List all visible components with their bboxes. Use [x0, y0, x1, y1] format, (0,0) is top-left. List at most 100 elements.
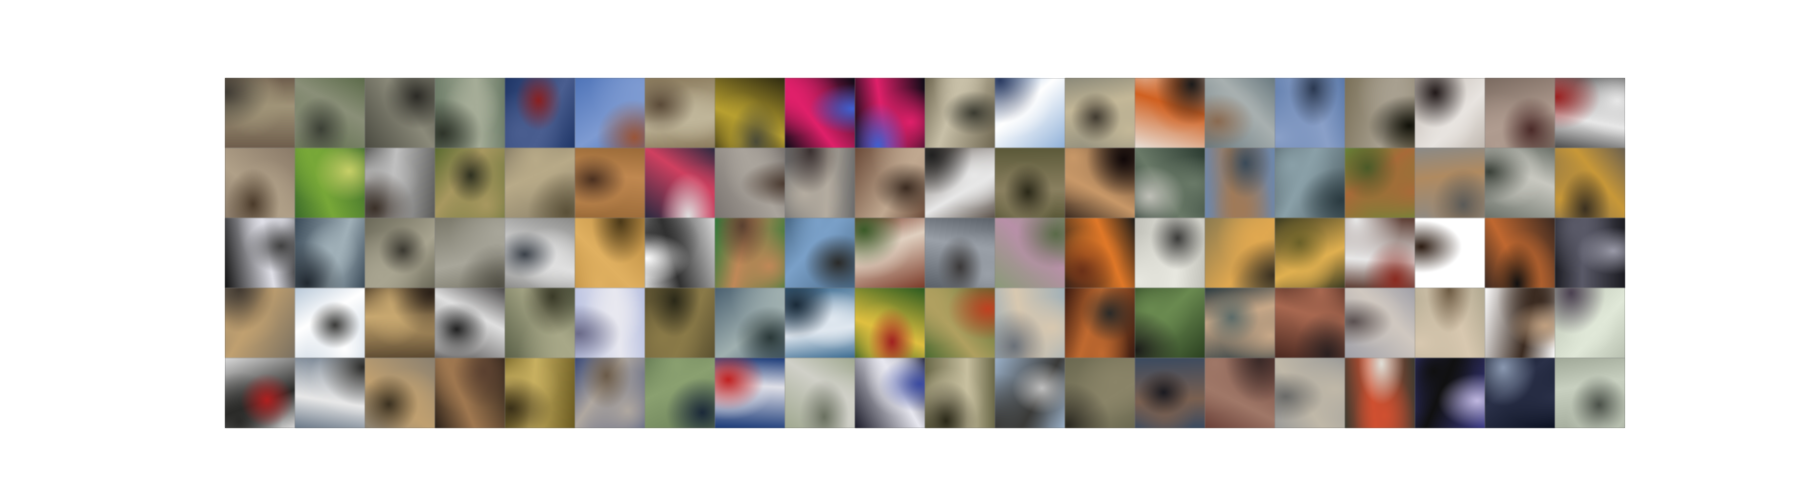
sample-image-tile — [295, 218, 365, 288]
sample-image-tile — [925, 358, 995, 428]
sample-image-tile — [1415, 218, 1485, 288]
image-sample-grid — [225, 78, 1625, 428]
sample-image-tile — [645, 218, 715, 288]
sample-image-tile — [785, 78, 855, 148]
sample-image-tile — [1275, 288, 1345, 358]
sample-image-tile — [1135, 358, 1205, 428]
sample-image-tile — [1345, 288, 1415, 358]
sample-image-tile — [1485, 78, 1555, 148]
sample-image-tile — [435, 78, 505, 148]
sample-image-tile — [295, 358, 365, 428]
sample-image-tile — [505, 288, 575, 358]
sample-image-tile — [645, 78, 715, 148]
sample-image-tile — [645, 148, 715, 218]
sample-image-tile — [1345, 148, 1415, 218]
sample-image-tile — [1205, 218, 1275, 288]
sample-image-tile — [365, 78, 435, 148]
sample-image-tile — [435, 358, 505, 428]
sample-image-tile — [1415, 288, 1485, 358]
sample-image-tile — [435, 288, 505, 358]
sample-image-tile — [925, 218, 995, 288]
sample-image-tile — [1555, 288, 1625, 358]
sample-image-tile — [1205, 78, 1275, 148]
sample-image-tile — [1345, 358, 1415, 428]
sample-image-tile — [1065, 358, 1135, 428]
sample-image-tile — [1485, 148, 1555, 218]
sample-image-tile — [1205, 148, 1275, 218]
sample-image-tile — [365, 358, 435, 428]
sample-image-tile — [1275, 78, 1345, 148]
sample-image-tile — [225, 358, 295, 428]
sample-image-tile — [1555, 148, 1625, 218]
sample-image-tile — [1065, 148, 1135, 218]
sample-image-tile — [715, 358, 785, 428]
sample-image-tile — [365, 148, 435, 218]
sample-image-tile — [925, 78, 995, 148]
sample-image-tile — [1555, 358, 1625, 428]
sample-image-tile — [575, 78, 645, 148]
sample-image-tile — [1415, 358, 1485, 428]
sample-image-tile — [1485, 358, 1555, 428]
sample-image-tile — [785, 218, 855, 288]
sample-image-tile — [925, 288, 995, 358]
sample-image-tile — [995, 148, 1065, 218]
sample-image-tile — [295, 78, 365, 148]
sample-image-tile — [1135, 78, 1205, 148]
sample-image-tile — [995, 358, 1065, 428]
sample-image-tile — [855, 148, 925, 218]
sample-image-tile — [715, 78, 785, 148]
sample-image-tile — [575, 148, 645, 218]
sample-image-tile — [1345, 218, 1415, 288]
sample-image-tile — [505, 148, 575, 218]
sample-image-tile — [855, 358, 925, 428]
sample-image-tile — [1205, 358, 1275, 428]
sample-image-tile — [1345, 78, 1415, 148]
sample-image-tile — [715, 288, 785, 358]
sample-image-tile — [855, 78, 925, 148]
sample-image-tile — [575, 358, 645, 428]
sample-image-tile — [1555, 78, 1625, 148]
sample-image-tile — [715, 148, 785, 218]
sample-image-tile — [855, 218, 925, 288]
sample-image-tile — [295, 288, 365, 358]
sample-image-tile — [855, 288, 925, 358]
sample-image-tile — [785, 148, 855, 218]
sample-image-tile — [1065, 78, 1135, 148]
sample-image-tile — [1415, 78, 1485, 148]
sample-image-tile — [225, 288, 295, 358]
sample-image-tile — [1135, 148, 1205, 218]
sample-image-tile — [715, 218, 785, 288]
sample-image-tile — [1205, 288, 1275, 358]
sample-image-tile — [365, 218, 435, 288]
sample-image-tile — [1485, 218, 1555, 288]
sample-image-tile — [1065, 218, 1135, 288]
sample-image-tile — [1135, 288, 1205, 358]
sample-image-tile — [1275, 358, 1345, 428]
sample-image-tile — [785, 288, 855, 358]
sample-image-tile — [995, 78, 1065, 148]
sample-image-tile — [1555, 218, 1625, 288]
sample-image-tile — [225, 218, 295, 288]
sample-image-tile — [225, 78, 295, 148]
sample-image-tile — [435, 148, 505, 218]
sample-image-tile — [1275, 218, 1345, 288]
sample-image-tile — [225, 148, 295, 218]
sample-image-tile — [435, 218, 505, 288]
sample-image-tile — [1065, 288, 1135, 358]
sample-image-tile — [645, 358, 715, 428]
sample-image-tile — [575, 288, 645, 358]
sample-image-tile — [925, 148, 995, 218]
sample-image-tile — [645, 288, 715, 358]
sample-image-tile — [505, 218, 575, 288]
sample-image-tile — [785, 358, 855, 428]
sample-image-tile — [295, 148, 365, 218]
sample-image-tile — [505, 358, 575, 428]
sample-image-tile — [365, 288, 435, 358]
sample-image-tile — [575, 218, 645, 288]
sample-image-tile — [995, 288, 1065, 358]
sample-image-tile — [995, 218, 1065, 288]
sample-image-tile — [505, 78, 575, 148]
sample-image-tile — [1135, 218, 1205, 288]
sample-image-tile — [1415, 148, 1485, 218]
